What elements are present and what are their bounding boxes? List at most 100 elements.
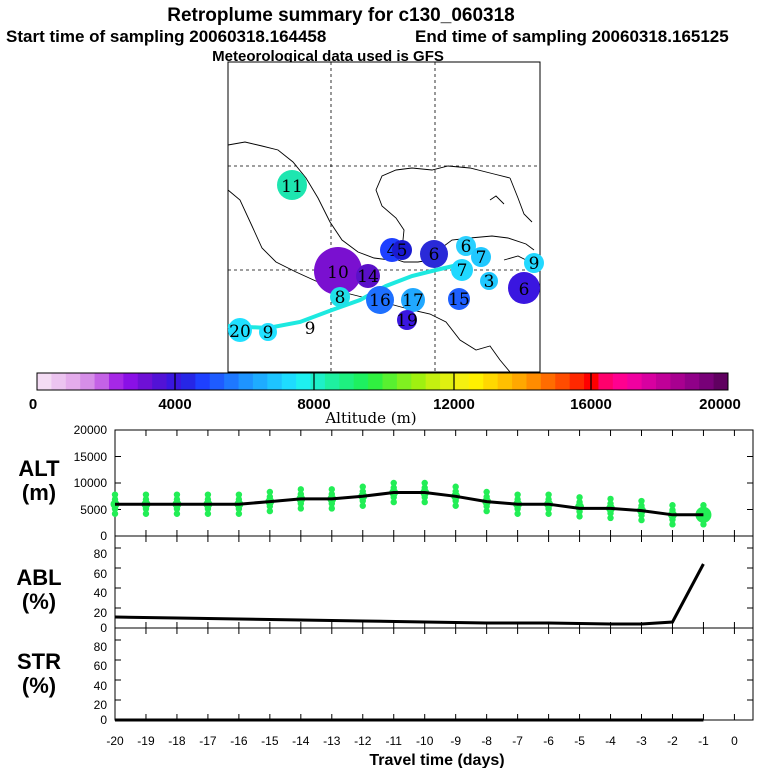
x-tick-label: -9: [450, 734, 461, 748]
svg-text:4: 4: [387, 241, 398, 261]
svg-text:7: 7: [457, 261, 468, 281]
colorbar-cell: [425, 373, 441, 390]
abl-tick-label: 40: [94, 586, 108, 600]
alt-particle-dots: [110, 479, 712, 528]
alt-particle-dot: [638, 502, 645, 509]
alt-mean-line: [115, 491, 704, 517]
colorbar-frame: [36, 372, 729, 391]
colorbar-axis-label: Altitude (m): [324, 409, 416, 427]
alt-particle-dot: [328, 486, 335, 493]
colorbar-cell: [641, 373, 657, 390]
colorbar-cell: [699, 373, 715, 390]
colorbar-cell: [555, 373, 571, 390]
colorbar-cell: [324, 373, 340, 390]
alt-particle-dot: [700, 521, 707, 528]
alt-tick-label: 20000: [74, 423, 108, 437]
abl-panel-label: ABL: [16, 565, 61, 590]
colorbar-cell: [296, 373, 312, 390]
alt-particle-dot: [607, 514, 614, 522]
map-marker: 17: [401, 288, 425, 312]
map-panel: 11 10 14 4 5 6 6 7 9 6 7 3 8 16 17 15 19…: [227, 61, 544, 373]
colorbar-cell: [137, 373, 153, 390]
y-ticks: [115, 429, 753, 721]
colorbar-cell: [497, 373, 513, 390]
alt-particle-dot: [173, 510, 181, 517]
x-tick-label: -14: [292, 734, 310, 748]
colorbar-cell: [411, 373, 427, 390]
colorbar-tick-label: 0: [29, 396, 37, 413]
colorbar-cell: [37, 373, 52, 390]
alt-particle-dot: [421, 498, 428, 506]
alt-particle-dot: [695, 506, 712, 523]
alt-particle-dot: [607, 500, 614, 507]
colorbar-cell: [670, 373, 686, 390]
map-marker: 7: [471, 247, 491, 268]
x-tick-label: -10: [416, 734, 434, 748]
alt-particle-dot: [514, 491, 521, 498]
str-tick-label: 40: [94, 679, 108, 693]
alt-particle-dot: [669, 502, 676, 509]
alt-tick-label: 10000: [74, 476, 108, 490]
series-lines: [114, 491, 705, 722]
svg-text:9: 9: [305, 319, 316, 339]
colorbar-cell: [540, 373, 556, 390]
alt-particle-dot: [700, 502, 707, 509]
alt-particle-dot: [111, 496, 119, 503]
str-tick-label: 80: [94, 640, 108, 654]
x-tick-label: -20: [106, 734, 124, 748]
trajectory-markers: 11 10 14 4 5 6 6 7 9 6 7 3 8 16 17 15 19…: [228, 170, 544, 343]
colorbar-cell: [108, 373, 124, 390]
end-time-label: End time of sampling 20060318.165125: [415, 27, 729, 46]
colorbar-cell: [123, 373, 139, 390]
colorbar-cell: [339, 373, 355, 390]
alt-panel-unit: (m): [22, 480, 56, 505]
map-marker: 19: [396, 310, 418, 331]
alt-particle-dot: [514, 510, 521, 517]
x-tick-label: -18: [168, 734, 186, 748]
alt-particle-dot: [390, 498, 397, 506]
x-tick-label: -11: [386, 734, 403, 748]
alt-particle-dot: [359, 488, 366, 495]
x-tick-label: -8: [481, 734, 492, 748]
colorbar-cell: [166, 373, 182, 390]
alt-particle-dot: [235, 491, 243, 498]
colorbar-cell: [468, 373, 484, 390]
x-tick-label: -2: [667, 734, 678, 748]
x-tick-label: -7: [512, 734, 523, 748]
map-marker: 9: [259, 323, 277, 343]
alt-particle-dot: [235, 496, 243, 503]
alt-particle-dot: [576, 498, 583, 506]
svg-text:14: 14: [357, 267, 379, 287]
abl-line: [114, 563, 705, 626]
x-tick-label: -13: [323, 734, 341, 748]
x-tick-label: -17: [199, 734, 217, 748]
colorbar-cell: [627, 373, 643, 390]
colorbar-cell: [310, 373, 326, 390]
alt-panel-label: ALT: [18, 456, 60, 481]
colorbar-cell: [526, 373, 542, 390]
x-tick-labels: -20 -19 -18 -17 -16 -15 -14 -13 -12 -11 -10 -9 -8 -7-…: [106, 734, 738, 748]
alt-particle-dot: [638, 516, 645, 524]
colorbar-cell: [656, 373, 671, 390]
alt-particle-dot: [421, 484, 428, 491]
alt-particle-dot: [669, 506, 676, 514]
colorbar-tick-label: 4000: [158, 396, 191, 413]
str-tick-label: 60: [94, 659, 108, 673]
alt-particle-dot: [576, 513, 583, 520]
alt-particle-dot: [359, 483, 366, 490]
alt-tick-label: 5000: [80, 503, 107, 517]
alt-particle-dot: [204, 491, 212, 498]
alt-particle-dot: [142, 496, 150, 503]
x-tick-label: -16: [230, 734, 248, 748]
svg-text:16: 16: [369, 291, 391, 311]
x-tick-label: -6: [543, 734, 554, 748]
colorbar-cell: [238, 373, 254, 390]
colorbar-tick-label: 12000: [433, 396, 475, 413]
map-marker: 6: [456, 236, 476, 257]
svg-text:6: 6: [519, 280, 530, 300]
map-frame: [227, 61, 541, 373]
svg-text:9: 9: [263, 323, 274, 343]
x-tick-label: -12: [354, 734, 372, 748]
x-tick-label: -19: [137, 734, 155, 748]
colorbar-cell: [396, 373, 412, 390]
